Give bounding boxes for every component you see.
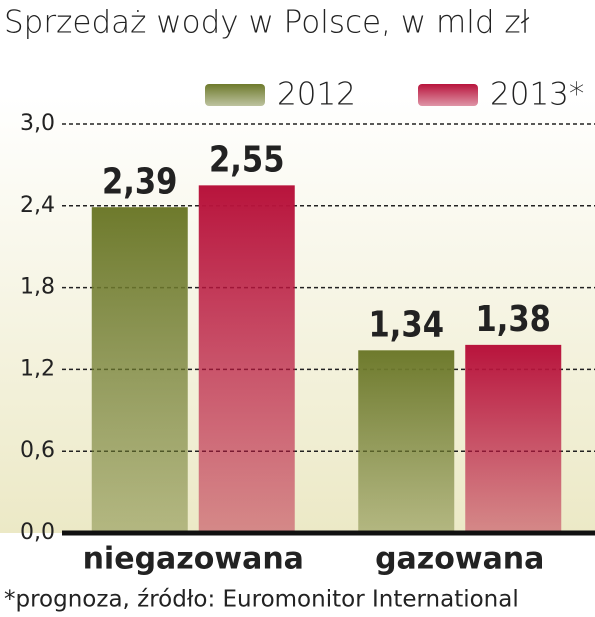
bar	[91, 207, 188, 533]
value-label: 2,39	[102, 160, 177, 202]
y-tick-label: 0,0	[20, 520, 55, 545]
x-tick-label: gazowana	[375, 542, 544, 577]
bar	[358, 350, 455, 533]
x-tick-label: niegazowana	[83, 542, 304, 577]
legend-swatch	[418, 84, 478, 106]
y-tick-label: 3,0	[20, 111, 55, 136]
value-label: 1,34	[369, 303, 444, 345]
legend-label: 2013*	[490, 77, 584, 113]
legend-label: 2012	[277, 77, 356, 113]
bar	[198, 185, 295, 533]
y-tick-label: 2,4	[20, 193, 55, 218]
y-tick-label: 1,2	[20, 356, 55, 381]
legend-swatch	[205, 84, 265, 106]
value-label: 1,38	[476, 298, 551, 340]
chart-title: Sprzedaż wody w Polsce, w mld zł	[4, 5, 530, 41]
y-tick-label: 0,6	[20, 438, 55, 463]
footnote: *prognoza, źródło: Euromonitor Internati…	[4, 587, 519, 613]
bar	[465, 344, 562, 533]
value-label: 2,55	[209, 138, 284, 180]
y-tick-label: 1,8	[20, 275, 55, 300]
